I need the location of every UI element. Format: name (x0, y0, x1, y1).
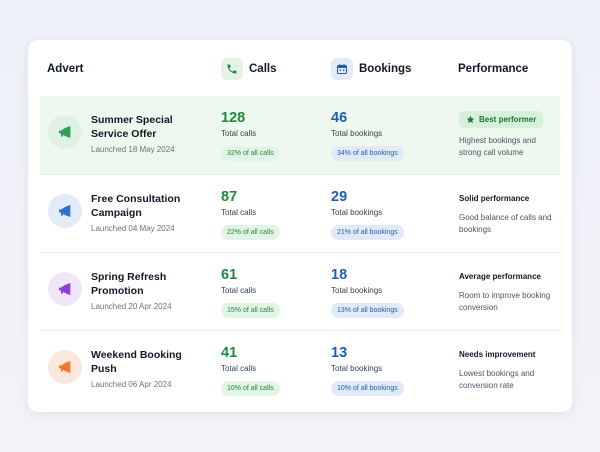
calendar-icon (331, 58, 353, 80)
performance-header-label: Performance (458, 63, 529, 75)
advert-title: Free Consultation Campaign (91, 193, 181, 219)
megaphone-icon (48, 194, 82, 228)
table-row[interactable]: Weekend Booking Push Launched 06 Apr 202… (40, 330, 560, 408)
bookings-share-pill: 10% of all bookings (331, 381, 404, 396)
calls-label: Total calls (221, 129, 257, 138)
advert-launch-date: Launched 18 May 2024 (91, 145, 175, 154)
performance-description: Room to improve booking conversion (459, 291, 551, 312)
megaphone-icon (48, 350, 82, 384)
calls-label: Total calls (221, 208, 257, 217)
bookings-label: Total bookings (331, 129, 383, 138)
performance-description: Good balance of calls and bookings (459, 213, 552, 234)
bookings-column-header: Bookings (331, 40, 411, 98)
bookings-share-pill: 21% of all bookings (331, 225, 404, 240)
calls-share-pill: 22% of all calls (221, 225, 280, 240)
bookings-share-pill: 13% of all bookings (331, 303, 404, 318)
badge-label: Best performer (479, 115, 537, 124)
bookings-total: 18 (331, 267, 348, 283)
calls-header-label: Calls (249, 63, 277, 75)
advert-launch-date: Launched 04 May 2024 (91, 224, 175, 233)
bookings-total: 29 (331, 189, 348, 205)
calls-label: Total calls (221, 286, 257, 295)
bookings-total: 46 (331, 110, 348, 126)
performance-title: Solid performance (459, 194, 530, 203)
bookings-label: Total bookings (331, 208, 383, 217)
bookings-total: 13 (331, 345, 348, 361)
advert-title: Weekend Booking Push (91, 349, 182, 375)
calls-share-pill: 10% of all calls (221, 381, 280, 396)
calls-share-pill: 15% of all calls (221, 303, 280, 318)
table-header: Advert Calls Bookings Performance (28, 40, 572, 96)
calls-share-pill: 32% of all calls (221, 146, 280, 161)
calls-column-header: Calls (221, 40, 277, 98)
calls-label: Total calls (221, 364, 257, 373)
bookings-label: Total bookings (331, 286, 383, 295)
performance-title: Average performance (459, 272, 541, 281)
phone-icon (221, 58, 243, 80)
bookings-label: Total bookings (331, 364, 383, 373)
table-row[interactable]: Spring Refresh Promotion Launched 20 Apr… (40, 252, 560, 330)
calls-total: 61 (221, 267, 238, 283)
advert-title: Spring Refresh Promotion (91, 271, 167, 297)
advert-launch-date: Launched 20 Apr 2024 (91, 302, 172, 311)
bookings-share-pill: 34% of all bookings (331, 146, 404, 161)
star-icon (466, 115, 475, 124)
advert-column-header: Advert (47, 40, 83, 98)
table-row[interactable]: Summer Special Service Offer Launched 18… (40, 96, 560, 174)
performance-title: Needs improvement (459, 350, 536, 359)
calls-total: 41 (221, 345, 238, 361)
calls-total: 128 (221, 110, 246, 126)
performance-description: Highest bookings and strong call volume (459, 136, 536, 157)
best-performer-badge: Best performer (459, 111, 544, 128)
bookings-header-label: Bookings (359, 63, 412, 75)
advert-performance-card: Advert Calls Bookings Performance Summer… (28, 40, 572, 412)
megaphone-icon (48, 272, 82, 306)
calls-total: 87 (221, 189, 238, 205)
megaphone-icon (48, 115, 82, 149)
table-row[interactable]: Free Consultation Campaign Launched 04 M… (40, 174, 560, 252)
advert-title: Summer Special Service Offer (91, 114, 173, 140)
performance-column-header: Performance (458, 40, 528, 98)
advert-header-label: Advert (47, 63, 84, 75)
advert-launch-date: Launched 06 Apr 2024 (91, 380, 172, 389)
performance-description: Lowest bookings and conversion rate (459, 369, 535, 390)
